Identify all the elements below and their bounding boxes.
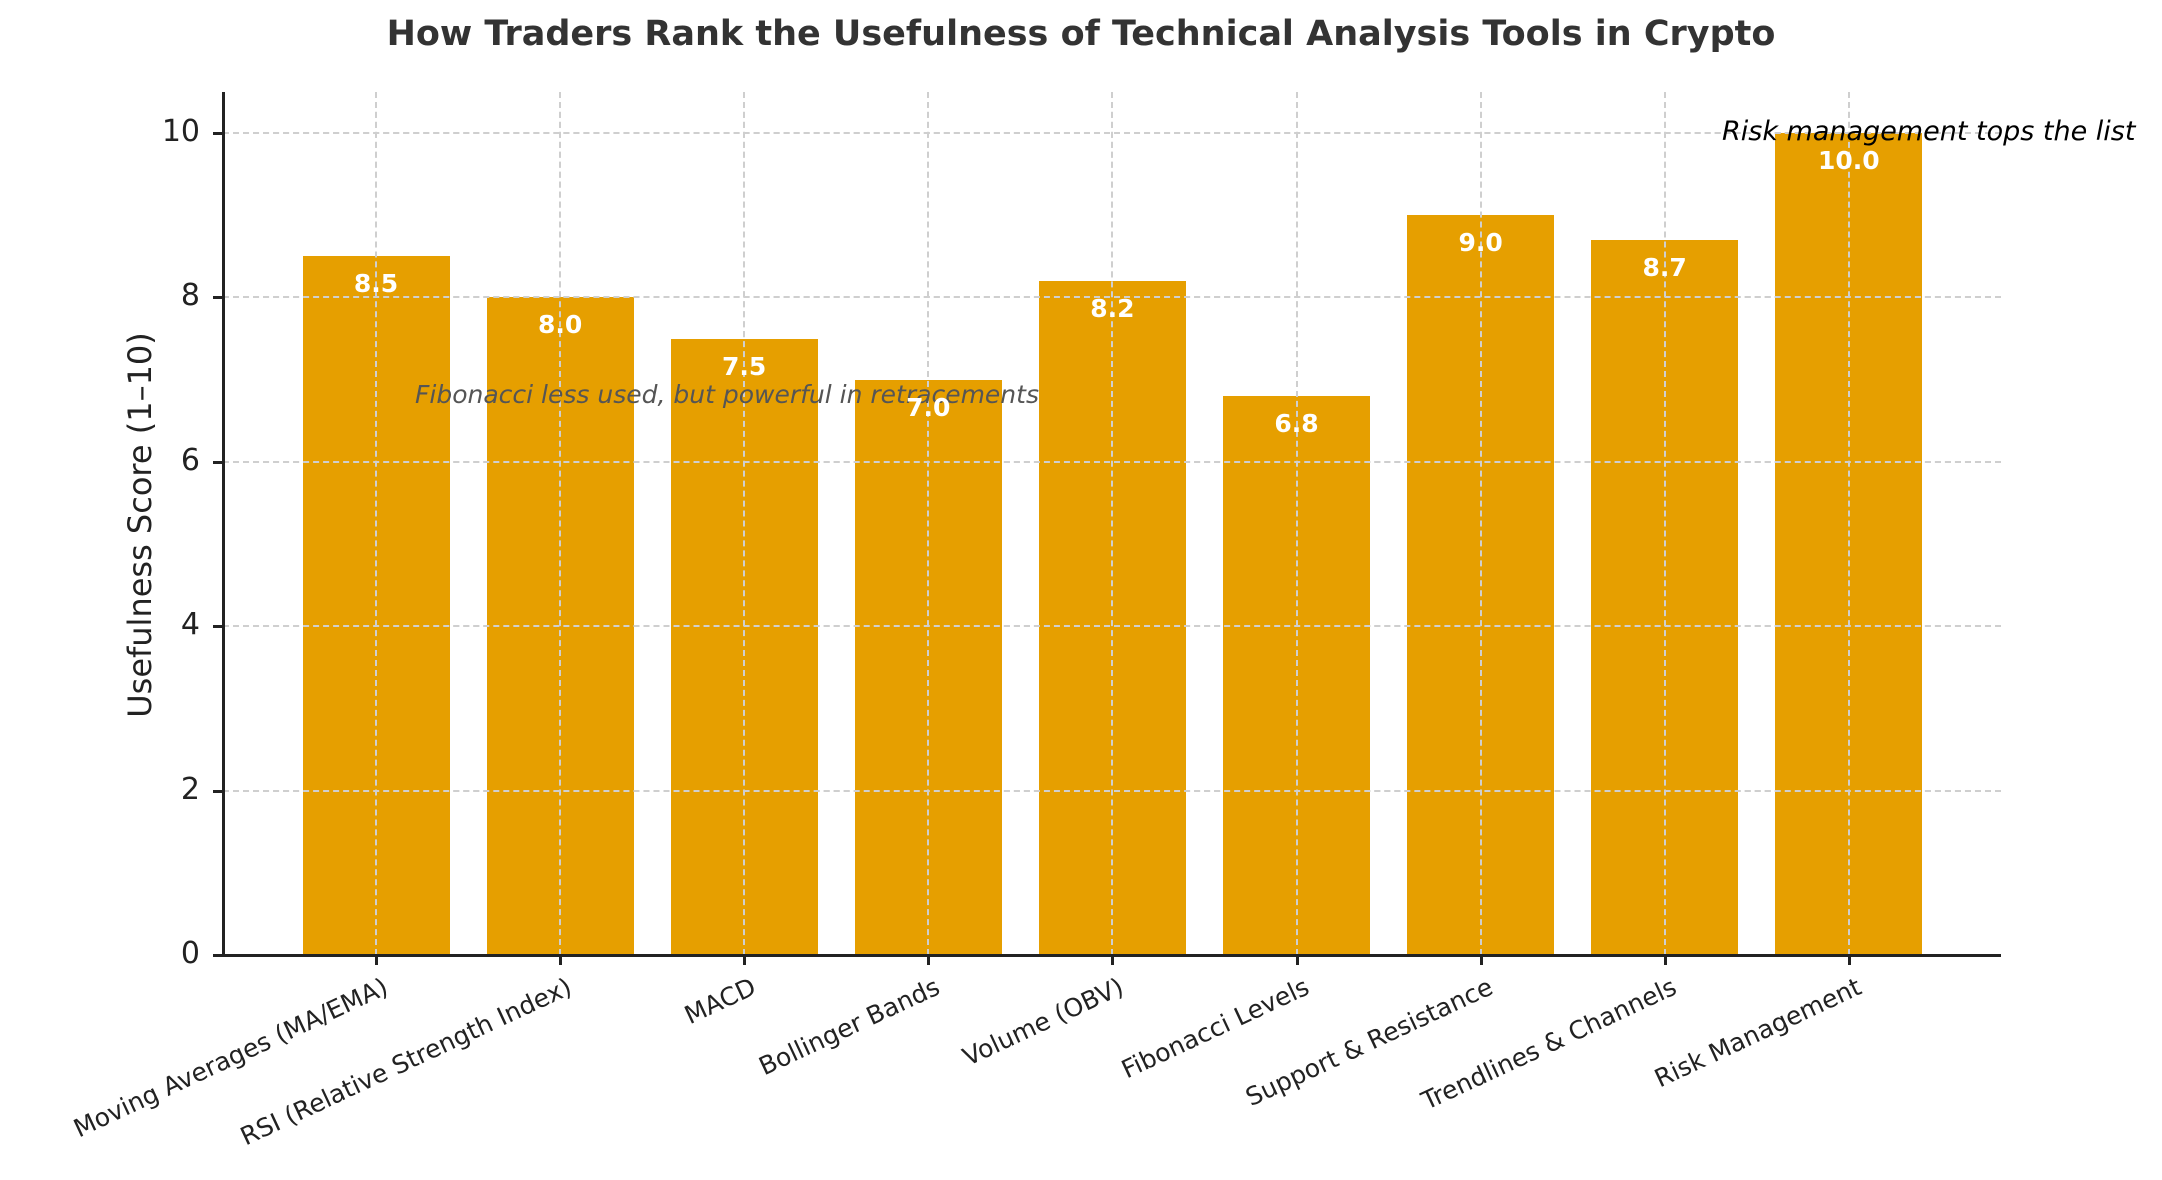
v-gridline xyxy=(743,92,746,955)
y-tick-label: 10 xyxy=(161,114,200,149)
x-tick-label: RSI (Relative Strength Index) xyxy=(235,972,577,1152)
v-gridline xyxy=(927,92,930,955)
bar-value-label: 10.0 xyxy=(1817,146,1880,175)
x-tick-label: Bollinger Bands xyxy=(754,972,945,1082)
h-gridline xyxy=(223,460,2001,463)
y-tick-mark xyxy=(213,296,223,300)
x-tick-mark xyxy=(1295,955,1299,965)
bar-value-label: 6.8 xyxy=(1274,409,1319,439)
v-gridline xyxy=(1295,92,1298,955)
y-axis-label: Usefulness Score (1–10) xyxy=(121,332,159,718)
h-gridline xyxy=(223,296,2001,299)
v-gridline xyxy=(1479,92,1482,955)
fibonacci-annotation: Fibonacci less used, but powerful in ret… xyxy=(415,380,1039,409)
y-tick-mark xyxy=(213,132,223,135)
y-tick-label: 8 xyxy=(180,278,200,314)
v-gridline xyxy=(1111,92,1114,955)
y-tick-mark xyxy=(213,460,223,464)
chart-title: How Traders Rank the Usefulness of Techn… xyxy=(386,14,1776,54)
bar-value-label: 7.0 xyxy=(906,392,951,422)
x-tick-label: MACD xyxy=(680,972,761,1030)
v-gridline xyxy=(1847,92,1850,955)
h-gridline xyxy=(223,789,2001,792)
bar-value-label: 8.2 xyxy=(1090,293,1135,323)
y-tick-label: 4 xyxy=(180,607,200,643)
bar-value-label: 9.0 xyxy=(1458,228,1503,258)
x-tick-mark xyxy=(1847,955,1851,965)
x-tick-mark xyxy=(1479,955,1483,965)
x-tick-mark xyxy=(1663,955,1667,965)
risk-annotation: Risk management tops the list xyxy=(1722,116,2136,147)
y-tick-mark xyxy=(213,789,223,793)
x-tick-mark xyxy=(743,955,747,965)
x-tick-label: Volume (OBV) xyxy=(958,972,1129,1072)
x-tick-mark xyxy=(927,955,931,965)
plot-area xyxy=(223,92,2001,955)
x-tick-mark xyxy=(1111,955,1115,965)
y-axis-line xyxy=(222,92,225,957)
bar-value-label: 8.0 xyxy=(537,310,583,340)
y-tick-mark xyxy=(213,625,223,629)
x-tick-label: Moving Averages (MA/EMA) xyxy=(69,972,393,1144)
y-tick-label: 0 xyxy=(180,936,200,971)
bar-value-label: 7.5 xyxy=(722,351,767,381)
h-gridline xyxy=(223,625,2001,628)
y-tick-label: 6 xyxy=(180,442,200,478)
y-tick-mark xyxy=(213,954,223,957)
bar-value-label: 8.5 xyxy=(353,269,399,299)
x-tick-mark xyxy=(375,955,378,965)
bar-value-label: 8.7 xyxy=(1642,252,1687,282)
x-tick-mark xyxy=(559,955,563,965)
v-gridline xyxy=(375,92,377,955)
v-gridline xyxy=(559,92,562,955)
v-gridline xyxy=(1663,92,1666,955)
h-gridline xyxy=(223,132,2001,134)
y-tick-label: 2 xyxy=(180,771,200,807)
x-tick-label: Risk Management xyxy=(1649,972,1866,1094)
